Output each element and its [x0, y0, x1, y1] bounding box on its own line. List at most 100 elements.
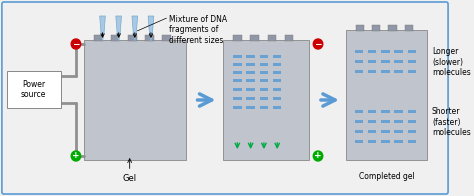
Bar	[260, 55, 268, 57]
Polygon shape	[100, 16, 105, 34]
Bar	[260, 71, 268, 74]
Bar	[233, 97, 242, 100]
Bar	[273, 79, 282, 82]
Bar	[260, 79, 268, 82]
Bar	[408, 130, 416, 132]
Bar	[394, 130, 403, 132]
Bar	[128, 35, 137, 41]
Bar	[246, 79, 255, 82]
Circle shape	[71, 39, 81, 49]
Bar	[284, 35, 293, 41]
Bar	[246, 55, 255, 57]
Bar	[260, 63, 268, 65]
Text: Power
source: Power source	[21, 80, 46, 99]
Bar	[372, 25, 381, 31]
Circle shape	[71, 151, 81, 161]
Bar	[394, 110, 403, 113]
Bar	[408, 60, 416, 63]
Bar	[408, 120, 416, 122]
Bar	[381, 50, 390, 53]
Text: Completed gel: Completed gel	[359, 172, 415, 181]
Bar	[111, 35, 119, 41]
Bar	[233, 88, 242, 91]
Bar	[368, 50, 376, 53]
Polygon shape	[149, 34, 152, 42]
Bar	[273, 97, 282, 100]
Polygon shape	[132, 16, 137, 34]
Bar	[273, 88, 282, 91]
Bar	[408, 110, 416, 113]
Text: +: +	[314, 152, 322, 161]
Circle shape	[313, 151, 323, 161]
Bar	[162, 35, 171, 41]
Text: Mixture of DNA
fragments of
different sizes: Mixture of DNA fragments of different si…	[169, 15, 227, 45]
FancyBboxPatch shape	[2, 2, 448, 194]
Bar	[368, 110, 376, 113]
Bar	[267, 35, 276, 41]
Bar	[233, 71, 242, 74]
Text: Longer
(slower)
molecules: Longer (slower) molecules	[432, 47, 471, 77]
Text: Gel: Gel	[123, 159, 137, 183]
Bar	[273, 55, 282, 57]
Bar	[273, 71, 282, 74]
Bar	[394, 60, 403, 63]
Bar	[246, 106, 255, 109]
Polygon shape	[117, 34, 120, 42]
Bar	[260, 88, 268, 91]
Bar	[246, 63, 255, 65]
Circle shape	[313, 39, 323, 49]
Polygon shape	[116, 16, 121, 34]
Bar	[250, 35, 259, 41]
Bar	[355, 110, 363, 113]
Bar	[273, 63, 282, 65]
Bar	[233, 79, 242, 82]
Bar	[394, 140, 403, 142]
Bar	[368, 70, 376, 73]
Bar	[394, 50, 403, 53]
Bar	[355, 70, 363, 73]
Bar	[408, 140, 416, 142]
Bar	[246, 97, 255, 100]
Bar	[260, 106, 268, 109]
Bar	[233, 63, 242, 65]
Bar	[368, 120, 376, 122]
Bar	[408, 50, 416, 53]
Bar	[233, 106, 242, 109]
Bar	[381, 110, 390, 113]
Bar	[346, 30, 427, 160]
Bar	[94, 35, 102, 41]
Text: −: −	[72, 40, 80, 48]
Bar	[394, 70, 403, 73]
Text: Shorter
(faster)
molecules: Shorter (faster) molecules	[432, 107, 471, 137]
Bar	[405, 25, 413, 31]
Bar	[408, 70, 416, 73]
Bar	[233, 55, 242, 57]
Polygon shape	[133, 34, 136, 42]
Bar	[246, 88, 255, 91]
Bar	[381, 60, 390, 63]
Bar	[246, 71, 255, 74]
Bar	[356, 25, 364, 31]
Bar	[273, 106, 282, 109]
FancyBboxPatch shape	[7, 71, 61, 108]
Text: −: −	[314, 40, 322, 48]
Polygon shape	[148, 16, 154, 34]
Bar	[389, 25, 397, 31]
Text: +: +	[72, 152, 80, 161]
Bar	[394, 120, 403, 122]
Bar	[260, 97, 268, 100]
Bar	[355, 120, 363, 122]
Bar	[381, 120, 390, 122]
Polygon shape	[101, 34, 104, 42]
Bar	[145, 35, 154, 41]
Bar	[368, 60, 376, 63]
Bar	[355, 50, 363, 53]
Bar	[233, 35, 242, 41]
Bar	[355, 140, 363, 142]
Bar	[355, 60, 363, 63]
Bar	[368, 130, 376, 132]
Bar	[381, 70, 390, 73]
Bar	[223, 40, 309, 160]
Bar	[381, 130, 390, 132]
Bar	[355, 130, 363, 132]
